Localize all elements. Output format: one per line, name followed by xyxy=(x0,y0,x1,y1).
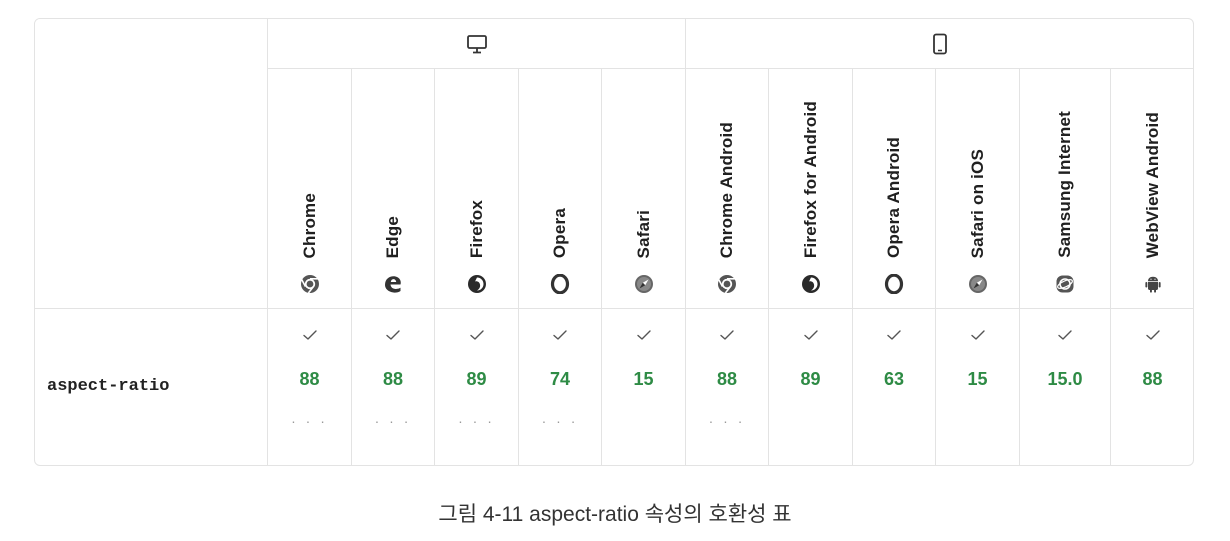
browser-name: Firefox xyxy=(466,199,486,258)
browser-name: Edge xyxy=(383,215,402,258)
table-corner xyxy=(35,19,268,309)
version-number: 89 xyxy=(466,369,487,389)
more-notes-ellipsis[interactable]: · · · xyxy=(708,413,746,429)
chrome-icon xyxy=(300,275,319,294)
browser-name: Opera xyxy=(550,207,569,258)
check-icon xyxy=(1145,330,1160,340)
support-cell-chrome: 88 · · · xyxy=(267,308,352,465)
version-number: 88 xyxy=(299,369,320,389)
browser-name: Firefox for Android xyxy=(800,100,820,258)
browser-name: WebView Android xyxy=(1142,111,1162,258)
more-notes-ellipsis[interactable]: · · · xyxy=(374,413,412,429)
version-number: 74 xyxy=(549,369,571,389)
version-number: 88 xyxy=(716,369,738,389)
browser-name: Chrome xyxy=(299,192,319,258)
mobile-icon xyxy=(933,33,947,54)
browser-header-firefox: Firefox xyxy=(434,68,519,309)
browser-name: Opera Android xyxy=(884,137,903,258)
version-number: 88 xyxy=(1142,369,1163,389)
support-cell-safari: 15 xyxy=(601,308,686,465)
more-notes-ellipsis[interactable]: · · · xyxy=(291,413,328,429)
browser-header-firefox-for-android: Firefox for Android xyxy=(768,68,853,309)
check-icon xyxy=(636,330,651,340)
browser-header-chrome: Chrome xyxy=(267,68,352,309)
browser-header-opera-android: Opera Android xyxy=(852,68,936,309)
support-cell-firefox-for-android: 89 xyxy=(768,308,853,465)
browser-name: Safari on iOS xyxy=(967,148,987,258)
support-cell-chrome-android: 88 · · · xyxy=(685,308,769,465)
browser-header-edge: Edge xyxy=(351,68,435,309)
check-icon xyxy=(720,330,734,340)
check-icon xyxy=(970,330,985,340)
browser-header-safari: Safari xyxy=(601,68,686,309)
check-icon xyxy=(1058,330,1072,340)
browser-header-chrome-android: Chrome Android xyxy=(685,68,769,309)
check-icon xyxy=(469,330,484,340)
firefox-icon xyxy=(801,275,820,293)
desktop-icon xyxy=(466,34,487,53)
platform-header-row xyxy=(35,19,1193,309)
safari-icon xyxy=(968,275,987,293)
check-icon xyxy=(386,330,400,340)
support-cell-opera-android: 63 xyxy=(852,308,936,465)
version-number: 15 xyxy=(633,369,654,389)
chrome-icon xyxy=(717,275,736,294)
feature-name: aspect-ratio xyxy=(47,377,170,396)
firefox-icon xyxy=(467,275,486,293)
browser-header-row: Chrome Edge Firefox Opera Safari Chrome Andro… xyxy=(35,68,1193,309)
platform-desktop xyxy=(267,19,686,69)
browser-name: Samsung Internet xyxy=(1055,111,1074,258)
compat-table: Chrome Edge Firefox Opera Safari Chrome Andro… xyxy=(35,19,1193,465)
check-icon xyxy=(887,330,901,340)
browser-header-webview-android: WebView Android xyxy=(1109,68,1193,309)
browser-header-samsung-internet: Samsung Internet xyxy=(1019,68,1111,309)
version-number: 15 xyxy=(967,369,988,389)
compat-table-frame: Chrome Edge Firefox Opera Safari Chrome Andro… xyxy=(34,18,1194,466)
feature-cell: aspect-ratio xyxy=(35,308,268,465)
opera-icon xyxy=(550,274,570,294)
android-icon xyxy=(1144,276,1161,293)
check-icon xyxy=(803,330,818,340)
check-icon xyxy=(553,330,567,340)
support-cell-firefox: 89 · · · xyxy=(434,308,519,465)
edge-icon xyxy=(385,276,401,293)
support-cell-opera: 74 · · · xyxy=(518,308,602,465)
version-number: 15.0 xyxy=(1047,369,1083,389)
support-cell-edge: 88 · · · xyxy=(351,308,435,465)
version-number: 88 xyxy=(382,369,404,389)
version-number: 63 xyxy=(883,369,905,389)
more-notes-ellipsis[interactable]: · · · xyxy=(458,413,495,429)
browser-name: Chrome Android xyxy=(717,121,736,258)
support-row: aspect-ratio 88 · · · 88 · · · 89 · · · 74 · · … xyxy=(35,308,1193,465)
browser-header-opera: Opera xyxy=(518,68,602,309)
check-icon xyxy=(302,330,317,340)
support-cell-webview-android: 88 xyxy=(1109,308,1193,465)
browser-name: Safari xyxy=(633,209,653,258)
browser-header-safari-on-ios: Safari on iOS xyxy=(935,68,1020,309)
figure-caption: 그림 4-11 aspect-ratio 속성의 호환성 표 xyxy=(438,503,792,526)
more-notes-ellipsis[interactable]: · · · xyxy=(541,413,579,429)
opera-icon xyxy=(884,274,904,294)
safari-icon xyxy=(634,275,653,293)
platform-mobile xyxy=(684,19,1193,69)
support-cell-safari-on-ios: 15 xyxy=(935,308,1020,465)
support-cell-samsung-internet: 15.0 xyxy=(1019,308,1111,465)
samsung-internet-icon xyxy=(1056,275,1074,293)
version-number: 89 xyxy=(800,369,821,389)
